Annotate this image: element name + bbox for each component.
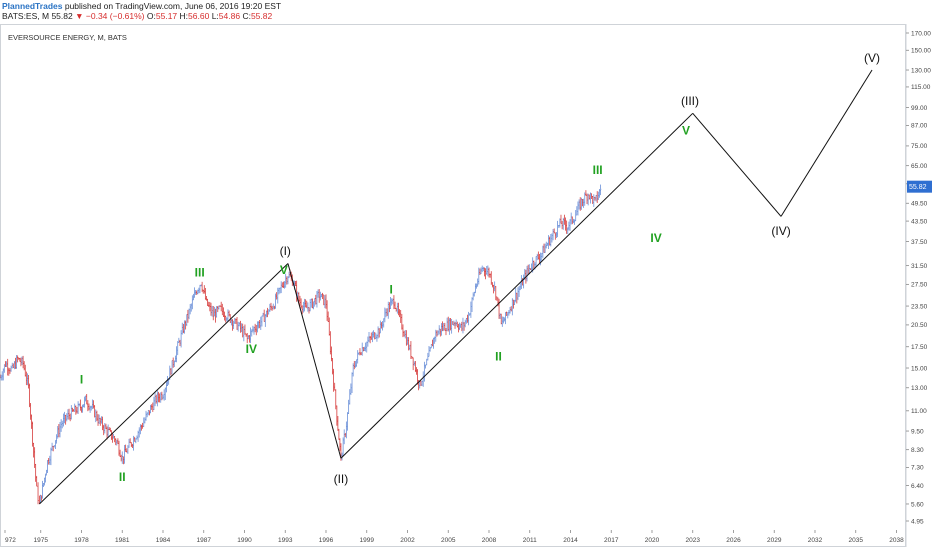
price-tick-label: 150.00 (911, 48, 931, 55)
primary-wave-label: (V) (864, 51, 880, 65)
open-label: O: (146, 11, 156, 21)
price-tick-label: 8.30 (911, 447, 924, 454)
minor-wave-label: IV (246, 342, 257, 356)
time-tick-label: 1981 (115, 537, 130, 544)
price-tick-label: 23.50 (911, 303, 928, 310)
price-tick-label: 5.60 (911, 501, 924, 508)
wave-trend-line (39, 263, 289, 505)
time-tick-label: 2038 (889, 537, 904, 544)
price-tick-label: 65.00 (911, 163, 928, 170)
current-price-tag (907, 180, 932, 193)
minor-wave-label: I (390, 282, 393, 296)
time-tick-label: 2020 (645, 537, 660, 544)
time-tick-label: 2002 (400, 537, 415, 544)
down-triangle-icon: ▼ (75, 11, 84, 21)
time-tick-label: 2029 (767, 537, 782, 544)
wave-trend-line (340, 112, 694, 459)
price-tick-label: 20.50 (911, 322, 928, 329)
minor-wave-label: II (119, 470, 126, 484)
price-tick-label: 87.00 (911, 123, 928, 130)
price-tick-label: 31.50 (911, 263, 928, 270)
time-tick-label: 2011 (523, 537, 537, 544)
price-tick-label: 9.50 (911, 428, 924, 435)
wave-trend-line (287, 263, 342, 459)
price-tick-label: 170.00 (911, 30, 931, 37)
close-label: C: (242, 11, 251, 21)
time-tick-label: 2035 (849, 537, 864, 544)
price-tick-label: 27.50 (911, 282, 928, 289)
primary-wave-label: (I) (280, 244, 291, 258)
time-tick-label: 972 (5, 537, 16, 544)
price-tick-label: 13.00 (911, 385, 928, 392)
price-tick-label: 49.50 (911, 201, 928, 208)
price-tick-label: 11.00 (911, 408, 927, 415)
high-value: 56.60 (188, 11, 210, 21)
minor-wave-label: V (280, 263, 288, 277)
price-tick-label: 6.40 (911, 483, 924, 490)
wave-trend-line (692, 112, 782, 217)
primary-wave-label: (IV) (771, 224, 790, 238)
time-tick-label: 2032 (808, 537, 823, 544)
price-tick-label: 130.00 (911, 67, 931, 74)
publish-info: published on TradingView.com, June 06, 2… (64, 1, 282, 11)
price-tick-label: 17.50 (911, 344, 928, 351)
minor-wave-label: III (195, 265, 205, 279)
time-tick-label: 1999 (360, 537, 375, 544)
time-tick-label: 2008 (482, 537, 497, 544)
time-tick-label: 1984 (156, 537, 171, 544)
minor-wave-label: I (80, 373, 83, 387)
publish-line: PlannedTrades published on TradingView.c… (2, 1, 281, 11)
time-tick-label: 2014 (563, 537, 578, 544)
current-price-label: 55.82 (909, 184, 927, 191)
low-value: 54.86 (218, 11, 241, 21)
minor-wave-label: IV (650, 231, 661, 245)
price-tick-label: 37.50 (911, 239, 928, 246)
time-tick-label: 2017 (604, 537, 619, 544)
price-tick-label: 75.00 (911, 143, 928, 150)
primary-wave-label: (II) (334, 472, 349, 486)
minor-wave-label: V (682, 123, 690, 137)
time-tick-label: 2005 (441, 537, 456, 544)
time-tick-label: 2023 (686, 537, 701, 544)
price-tick-label: 4.95 (911, 518, 924, 525)
minor-wave-label: III (593, 163, 603, 177)
price-tick-label: 43.50 (911, 218, 928, 225)
time-tick-label: 1975 (34, 537, 49, 544)
close-value: 55.82 (250, 11, 273, 21)
low-label: L: (211, 11, 219, 21)
time-tick-label: 2026 (726, 537, 741, 544)
price-tick-label: 7.30 (911, 465, 924, 472)
time-tick-label: 1987 (197, 537, 212, 544)
author-link[interactable]: PlannedTrades (2, 1, 63, 11)
open-value: 55.17 (155, 11, 178, 21)
primary-wave-label: (III) (681, 94, 699, 108)
minor-wave-label: II (495, 350, 502, 364)
time-tick-label: 1978 (74, 537, 89, 544)
symbol-label: EVERSOURCE ENERGY, M, BATS (8, 33, 127, 42)
change-value: −0.34 (−0.61%) (85, 11, 145, 21)
ticker-label: BATS:ES, M (2, 11, 50, 21)
high-label: H: (179, 11, 189, 21)
price-tick-label: 115.00 (911, 84, 931, 91)
price-tick-label: 15.00 (911, 365, 928, 372)
time-tick-label: 1990 (237, 537, 252, 544)
ohlc-line: BATS:ES, M 55.82 ▼ −0.34 (−0.61%) O:55.1… (2, 11, 272, 21)
wave-trend-line (780, 69, 873, 217)
last-price: 55.82 (51, 11, 73, 21)
price-tick-label: 99.00 (911, 105, 928, 112)
time-tick-label: 1996 (319, 537, 334, 544)
time-tick-label: 1993 (278, 537, 293, 544)
